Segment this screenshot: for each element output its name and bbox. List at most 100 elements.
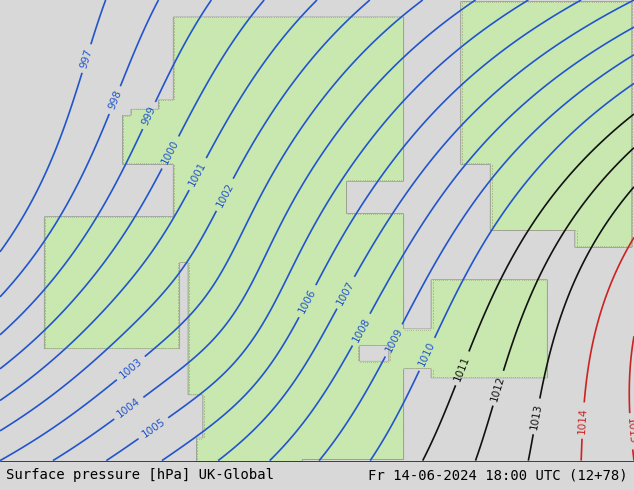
Point [112, 213, 122, 221]
Point [485, 373, 495, 381]
Point [487, 176, 497, 184]
Point [124, 344, 134, 352]
Point [533, 373, 543, 381]
Point [383, 176, 393, 184]
Point [46, 344, 56, 352]
Point [194, 391, 204, 398]
Point [178, 258, 188, 266]
Point [457, 105, 467, 113]
Point [184, 283, 194, 291]
Point [627, 73, 634, 81]
Point [451, 276, 461, 284]
Point [398, 243, 408, 250]
Point [169, 54, 179, 62]
Point [542, 344, 552, 352]
Point [446, 276, 456, 284]
Point [627, 159, 634, 167]
Point [627, 85, 634, 93]
Point [353, 455, 363, 463]
Point [39, 272, 49, 280]
Point [542, 292, 552, 300]
Point [542, 303, 552, 311]
Point [487, 202, 497, 210]
Point [427, 281, 437, 289]
Point [313, 455, 323, 463]
Point [627, 54, 634, 62]
Point [39, 341, 49, 349]
Point [602, 243, 612, 250]
Point [294, 457, 304, 465]
Point [158, 213, 169, 221]
Point [614, 243, 624, 250]
Point [542, 225, 552, 233]
Point [427, 292, 437, 300]
Point [398, 440, 408, 447]
Point [398, 78, 408, 86]
Point [184, 341, 194, 349]
Point [591, 0, 601, 5]
Point [427, 366, 437, 374]
Point [481, 373, 491, 381]
Point [514, 276, 524, 284]
Point [192, 443, 202, 451]
Point [302, 13, 313, 21]
Point [612, 0, 622, 5]
Point [408, 364, 418, 372]
Point [107, 213, 117, 221]
Point [173, 273, 183, 281]
Point [118, 125, 128, 133]
Point [340, 204, 351, 212]
Point [610, 0, 620, 5]
Point [169, 28, 179, 36]
Point [184, 358, 194, 366]
Point [398, 84, 408, 92]
Point [362, 341, 372, 349]
Point [366, 455, 376, 463]
Point [165, 159, 175, 167]
Point [398, 235, 408, 243]
Point [184, 363, 194, 370]
Point [427, 298, 437, 306]
Point [542, 306, 552, 314]
Point [472, 373, 482, 381]
Point [288, 13, 298, 21]
Point [69, 344, 79, 352]
Point [184, 294, 194, 301]
Point [169, 172, 179, 179]
Point [599, 0, 609, 5]
Point [292, 13, 302, 21]
Point [169, 190, 179, 198]
Point [427, 301, 437, 309]
Point [340, 201, 351, 209]
Point [184, 370, 194, 378]
Point [39, 312, 49, 319]
Point [192, 455, 202, 463]
Point [485, 159, 495, 167]
Point [465, 159, 476, 167]
Point [465, 276, 476, 284]
Point [398, 421, 408, 429]
Point [417, 364, 427, 372]
Point [249, 13, 259, 21]
Point [169, 195, 179, 203]
Point [614, 0, 624, 5]
Point [184, 321, 194, 329]
Point [353, 344, 363, 352]
Point [627, 90, 634, 98]
Point [542, 317, 552, 324]
Point [487, 181, 497, 189]
Point [340, 189, 351, 196]
Point [468, 373, 478, 381]
Point [408, 326, 418, 334]
Point [143, 159, 153, 167]
Point [457, 47, 467, 55]
Point [39, 221, 49, 229]
Point [198, 421, 209, 429]
Point [179, 13, 190, 21]
Point [398, 435, 408, 443]
Point [247, 457, 257, 465]
Point [542, 360, 552, 368]
Point [173, 337, 183, 344]
Point [542, 353, 552, 361]
Point [398, 167, 408, 175]
